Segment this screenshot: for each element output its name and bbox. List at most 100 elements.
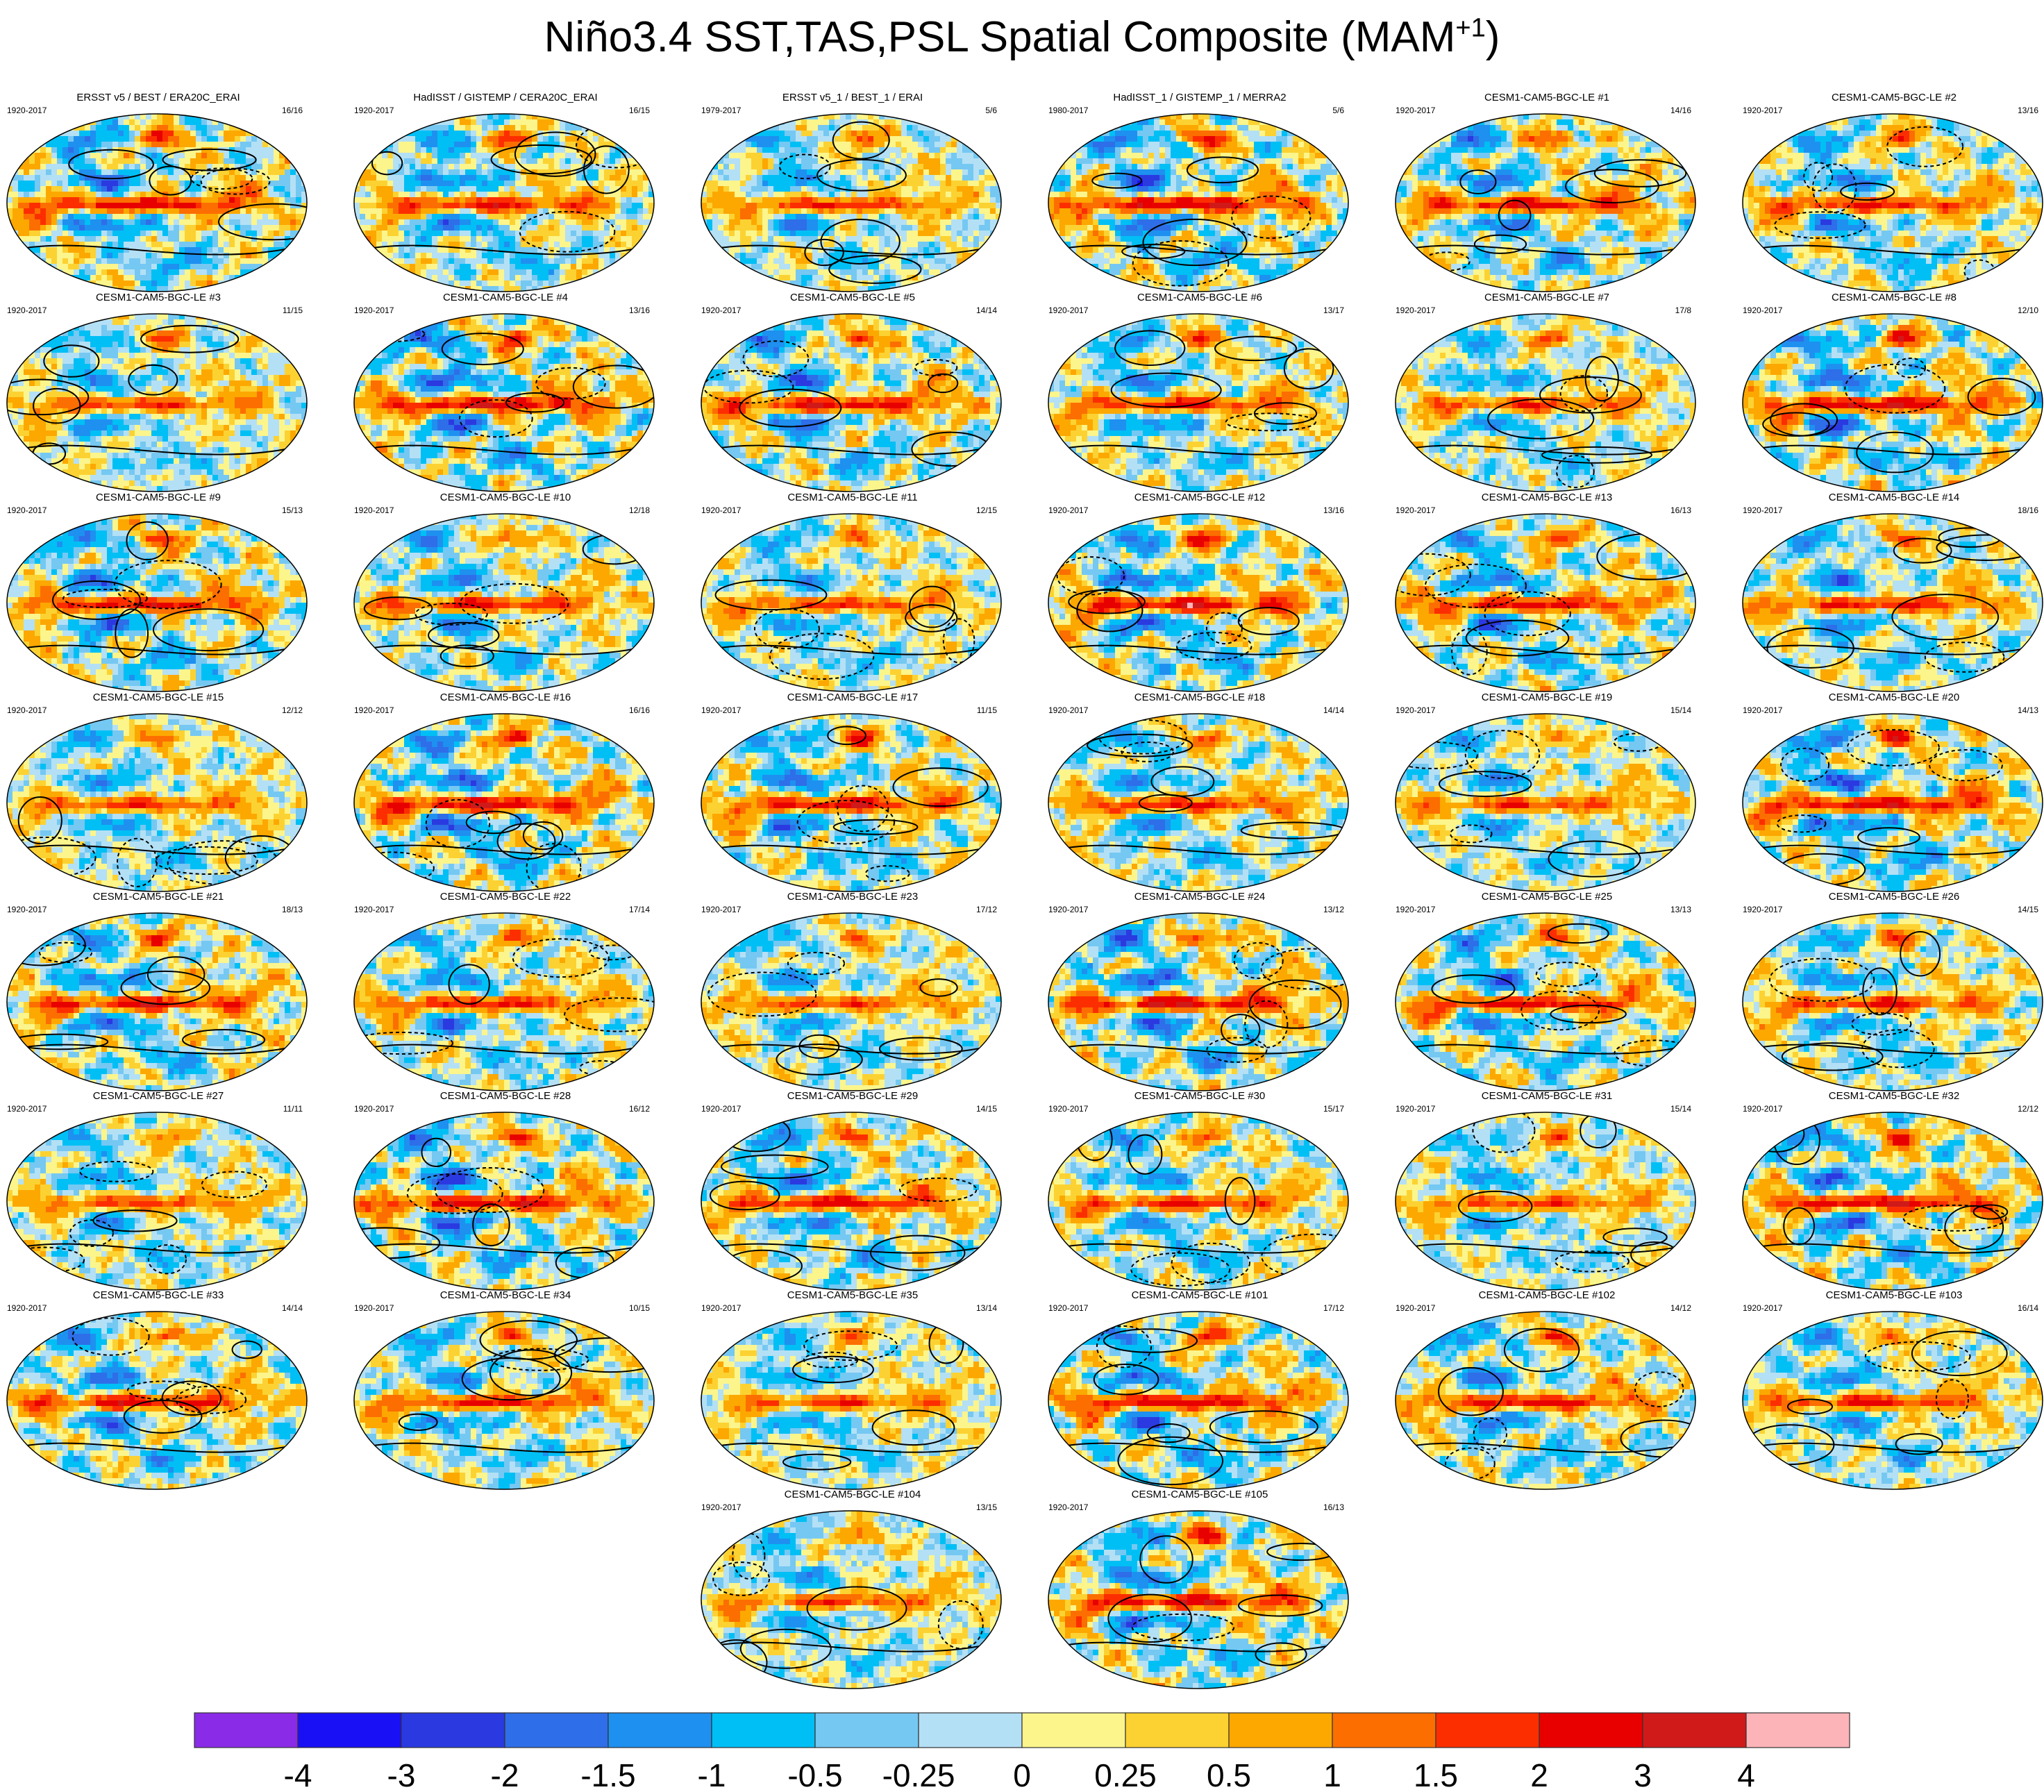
map-panel: CESM1-CAM5-BGC-LE #30 1920-2017 15/17	[1047, 1090, 1352, 1293]
panel-map	[6, 898, 311, 1094]
panel-map	[700, 299, 1005, 494]
map-panel: CESM1-CAM5-BGC-LE #101 1920-2017 17/12	[1047, 1289, 1352, 1492]
panel-map	[353, 1097, 658, 1293]
panel-map	[1394, 698, 1700, 894]
panel-map	[700, 898, 1005, 1094]
map-panel: CESM1-CAM5-BGC-LE #29 1920-2017 14/15	[700, 1090, 1005, 1293]
map-field	[701, 1112, 1002, 1291]
map-field	[354, 114, 658, 292]
colorbar-swatch	[1539, 1713, 1643, 1748]
map-panel: CESM1-CAM5-BGC-LE #15 1920-2017 12/12	[6, 692, 311, 894]
map-panel: CESM1-CAM5-BGC-LE #6 1920-2017 13/17	[1047, 292, 1352, 494]
panel-map	[6, 1296, 311, 1492]
panel-map	[700, 1296, 1005, 1492]
map-panel: CESM1-CAM5-BGC-LE #34 1920-2017 10/15	[353, 1289, 658, 1492]
map-field	[1394, 514, 1700, 692]
panel-map	[1047, 698, 1352, 894]
colorbar-label: -4	[284, 1757, 312, 1792]
map-field	[701, 314, 1002, 492]
map-panel: CESM1-CAM5-BGC-LE #25 1920-2017 13/13	[1394, 891, 1700, 1094]
panel-map	[6, 499, 311, 694]
colorbar-label: 1.5	[1414, 1757, 1458, 1792]
map-panel: CESM1-CAM5-BGC-LE #33 1920-2017 14/14	[6, 1289, 311, 1492]
map-panel: CESM1-CAM5-BGC-LE #3 1920-2017 11/15	[6, 292, 311, 494]
panel-map	[1741, 898, 2044, 1094]
map-field	[701, 1312, 1002, 1490]
colorbar-swatch	[401, 1713, 505, 1748]
panel-map	[1047, 1496, 1352, 1691]
map-panel: CESM1-CAM5-BGC-LE #22 1920-2017 17/14	[353, 891, 658, 1094]
colorbar-label: 2	[1530, 1757, 1548, 1792]
panel-map	[1394, 898, 1700, 1094]
colorbar-swatch	[194, 1713, 298, 1748]
colorbar-label: -2	[491, 1757, 519, 1792]
colorbar-label: 4	[1737, 1757, 1755, 1792]
panel-map	[353, 299, 658, 494]
colorbar-swatch	[298, 1713, 401, 1748]
colorbar-swatch	[1022, 1713, 1125, 1748]
map-field	[1048, 1112, 1352, 1291]
map-field	[354, 314, 658, 492]
map-panel: CESM1-CAM5-BGC-LE #20 1920-2017 14/13	[1741, 692, 2044, 894]
colorbar-swatch	[1125, 1713, 1229, 1748]
panel-map	[1394, 1097, 1700, 1293]
panel-map	[1741, 99, 2044, 294]
colorbar-swatch	[1643, 1713, 1746, 1748]
map-field	[1048, 114, 1349, 292]
map-field	[701, 714, 1002, 892]
map-panel: ERSST v5 / BEST / ERA20C_ERAI 1920-2017 16…	[6, 92, 311, 294]
map-panel: CESM1-CAM5-BGC-LE #23 1920-2017 17/12	[700, 891, 1005, 1094]
map-field	[1396, 1312, 1700, 1490]
map-field	[354, 1312, 658, 1490]
panel-map	[700, 499, 1005, 694]
panel-map	[1047, 898, 1352, 1094]
map-field	[7, 114, 311, 292]
panel-map	[1047, 499, 1352, 694]
map-panel: HadISST_1 / GISTEMP_1 / MERRA2 1980-2017 5…	[1047, 92, 1352, 294]
map-field	[1743, 1112, 2043, 1291]
map-panel: CESM1-CAM5-BGC-LE #103 1920-2017 16/14	[1741, 1289, 2044, 1492]
map-field	[1396, 114, 1696, 292]
map-field	[1743, 714, 2043, 892]
map-field	[1048, 514, 1349, 692]
colorbar-label: -1.5	[580, 1757, 635, 1792]
map-field	[701, 913, 1002, 1091]
map-panel: CESM1-CAM5-BGC-LE #35 1920-2017 13/14	[700, 1289, 1005, 1492]
panel-map	[700, 99, 1005, 294]
colorbar-swatch	[505, 1713, 608, 1748]
panel-map	[1394, 499, 1700, 694]
map-field	[1743, 314, 2043, 492]
title-text: Niño3.4 SST,TAS,PSL Spatial Composite (M…	[544, 13, 1456, 61]
map-panel: CESM1-CAM5-BGC-LE #11 1920-2017 12/15	[700, 492, 1005, 694]
panel-map	[353, 898, 658, 1094]
map-field	[1743, 114, 2043, 292]
panel-map	[6, 698, 311, 894]
panel-map	[6, 99, 311, 294]
colorbar-label: -0.25	[882, 1757, 955, 1792]
panel-map	[353, 499, 658, 694]
colorbar-swatch	[1229, 1713, 1332, 1748]
map-field	[1396, 1109, 1696, 1290]
title-superscript: +1	[1455, 13, 1485, 42]
map-panel: CESM1-CAM5-BGC-LE #27 1920-2017 11/11	[6, 1090, 311, 1293]
map-field	[1743, 913, 2043, 1091]
map-panel: CESM1-CAM5-BGC-LE #1 1920-2017 14/16	[1394, 92, 1700, 294]
panel-map	[353, 698, 658, 894]
map-field	[1048, 714, 1349, 892]
map-panel: CESM1-CAM5-BGC-LE #105 1920-2017 16/13	[1047, 1489, 1352, 1691]
colorbar-swatch	[712, 1713, 815, 1748]
panel-map	[1741, 499, 2044, 694]
map-panel: CESM1-CAM5-BGC-LE #19 1920-2017 15/14	[1394, 692, 1700, 894]
panel-map	[700, 698, 1005, 894]
colorbar-label: 1	[1323, 1757, 1341, 1792]
map-field	[7, 514, 308, 692]
panel-map	[1047, 1296, 1352, 1492]
map-field	[701, 1511, 1002, 1689]
panel-map	[1047, 1097, 1352, 1293]
map-field	[1396, 314, 1696, 492]
panel-map	[6, 1097, 311, 1293]
map-panel: CESM1-CAM5-BGC-LE #21 1920-2017 18/13	[6, 891, 311, 1094]
colorbar-label: -1	[698, 1757, 726, 1792]
colorbar-label: 3	[1634, 1757, 1652, 1792]
map-panel: CESM1-CAM5-BGC-LE #9 1920-2017 15/13	[6, 492, 311, 694]
